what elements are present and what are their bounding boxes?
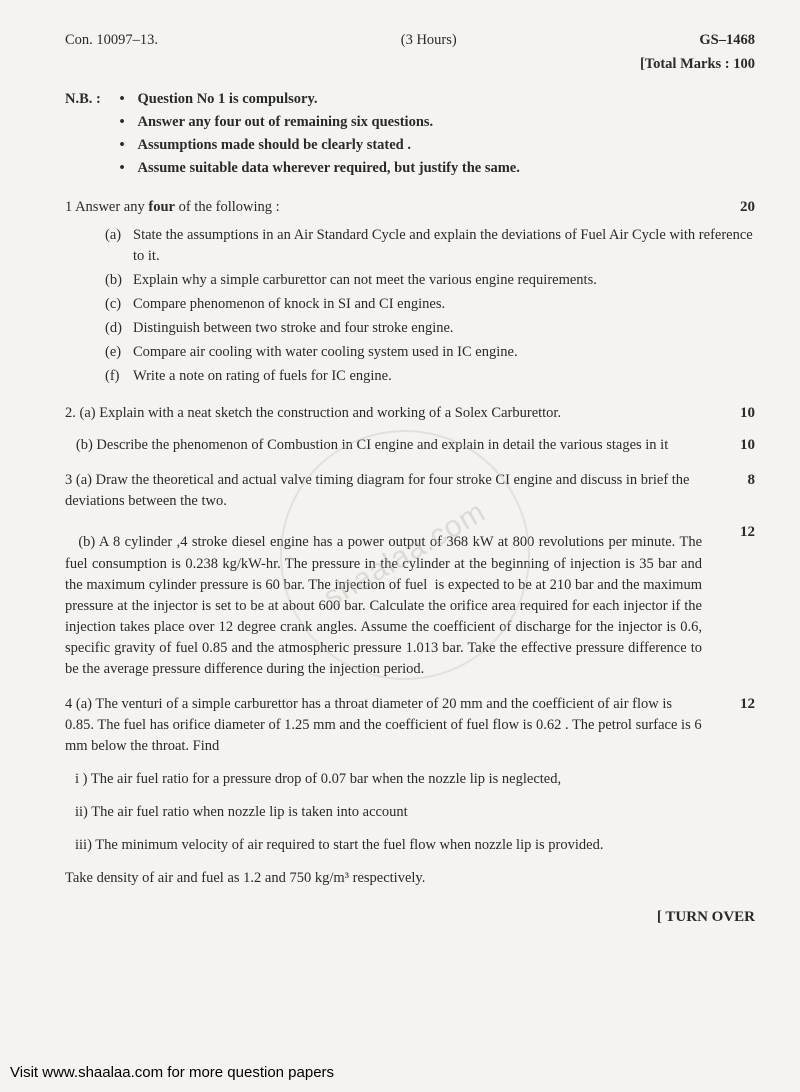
q3a-text: 3 (a) Draw the theoretical and actual va… — [65, 470, 727, 512]
turn-over: [ TURN OVER — [65, 907, 755, 929]
q3b-text: (b) A 8 cylinder ,4 stroke diesel engine… — [65, 532, 727, 679]
q4a-row: 4 (a) The venturi of a simple carburetto… — [65, 694, 755, 757]
q4-sub-ii: ii) The air fuel ratio when nozzle lip i… — [75, 802, 755, 823]
q2a-row: 2. (a) Explain with a neat sketch the co… — [65, 403, 755, 425]
nb-item: •Question No 1 is compulsory. — [119, 89, 519, 110]
con-code: Con. 10097–13. — [65, 30, 158, 51]
q4-sub-iii: iii) The minimum velocity of air require… — [75, 835, 755, 856]
q1-lead: 1 Answer any four of the following : — [65, 197, 727, 218]
q1-sub: (d)Distinguish between two stroke and fo… — [105, 318, 755, 339]
paper-code: GS–1468 — [699, 30, 755, 51]
nb-item: •Answer any four out of remaining six qu… — [119, 112, 519, 133]
q1-sub: (c)Compare phenomenon of knock in SI and… — [105, 294, 755, 315]
q2b-text: (b) Describe the phenomenon of Combustio… — [65, 435, 727, 456]
header-row-1: Con. 10097–13. (3 Hours) GS–1468 — [65, 30, 755, 51]
q1-sub: (b)Explain why a simple carburettor can … — [105, 270, 755, 291]
q2a-marks: 10 — [727, 403, 755, 425]
footer-text: Visit www.shaalaa.com for more question … — [10, 1062, 334, 1084]
q4-tail: Take density of air and fuel as 1.2 and … — [65, 868, 755, 889]
q2a-text: 2. (a) Explain with a neat sketch the co… — [65, 403, 727, 424]
q1-sub: (a)State the assumptions in an Air Stand… — [105, 225, 755, 267]
nb-label: N.B. : — [65, 89, 101, 110]
q1-sub: (e)Compare air cooling with water coolin… — [105, 342, 755, 363]
total-marks: [Total Marks : 100 — [640, 54, 755, 75]
nb-list: •Question No 1 is compulsory. •Answer an… — [119, 89, 519, 181]
q4a-marks: 12 — [727, 694, 755, 716]
nb-item: •Assumptions made should be clearly stat… — [119, 135, 519, 156]
nb-block: N.B. : •Question No 1 is compulsory. •An… — [65, 89, 755, 181]
q3b-marks: 12 — [727, 522, 755, 544]
q4-sub-i: i ) The air fuel ratio for a pressure dr… — [75, 769, 755, 790]
q1-marks: 20 — [727, 197, 755, 219]
q3b-row: (b) A 8 cylinder ,4 stroke diesel engine… — [65, 522, 755, 679]
q2b-marks: 10 — [727, 435, 755, 457]
q3a-row: 3 (a) Draw the theoretical and actual va… — [65, 470, 755, 512]
q4a-text: 4 (a) The venturi of a simple carburetto… — [65, 694, 727, 757]
q3a-marks: 8 — [727, 470, 755, 492]
q1-sub: (f)Write a note on rating of fuels for I… — [105, 366, 755, 387]
q1-sublist: (a)State the assumptions in an Air Stand… — [105, 225, 755, 387]
q1-row: 1 Answer any four of the following : 20 — [65, 197, 755, 219]
nb-item: •Assume suitable data wherever required,… — [119, 158, 519, 179]
duration: (3 Hours) — [158, 30, 699, 51]
header-row-2: [Total Marks : 100 — [65, 54, 755, 75]
q2b-row: (b) Describe the phenomenon of Combustio… — [65, 435, 755, 457]
